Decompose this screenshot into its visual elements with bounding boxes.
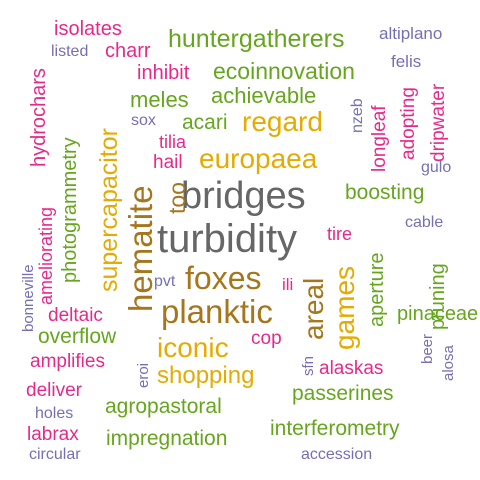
word-turbidity: turbidity xyxy=(157,217,297,261)
word-impregnation: impregnation xyxy=(106,427,227,450)
word-acari: acari xyxy=(182,111,228,134)
word-felis: felis xyxy=(391,52,421,71)
word-games: games xyxy=(329,266,360,350)
word-alosa: alosa xyxy=(440,344,457,381)
word-planktic: planktic xyxy=(161,293,273,330)
word-pinaceae: pinaceae xyxy=(397,303,478,325)
word-inhibit: inhibit xyxy=(137,62,190,84)
word-photogrammetry: photogrammetry xyxy=(59,137,81,283)
word-aperture: aperture xyxy=(366,253,388,328)
word-eroi: eroi xyxy=(135,363,152,388)
word-foxes: foxes xyxy=(185,260,261,296)
word-europaea: europaea xyxy=(199,143,318,174)
word-altiplano: altiplano xyxy=(379,24,442,43)
word-nzeb: nzeb xyxy=(349,98,366,133)
word-alaskas: alaskas xyxy=(319,358,383,379)
word-accession: accession xyxy=(301,446,372,463)
word-pruning: pruning xyxy=(427,263,449,330)
word-boosting: boosting xyxy=(345,181,424,204)
word-bonneville: bonneville xyxy=(20,264,37,332)
word-overflow: overflow xyxy=(38,325,117,348)
word-beer: beer xyxy=(419,334,436,364)
word-dripwater: dripwater xyxy=(428,83,449,162)
word-sfn: sfn xyxy=(300,356,317,376)
word-too: too xyxy=(164,182,190,214)
word-deliver: deliver xyxy=(26,380,83,401)
word-meles: meles xyxy=(130,87,189,112)
word-tire: tire xyxy=(327,224,352,244)
word-labrax: labrax xyxy=(27,424,79,445)
word-hail: hail xyxy=(153,152,183,173)
word-holes: holes xyxy=(35,405,73,422)
word-supercapacitor: supercapacitor xyxy=(95,128,123,292)
word-cable: cable xyxy=(405,214,443,231)
word-amplifies: amplifies xyxy=(30,351,105,372)
word-deltaic: deltaic xyxy=(48,305,103,326)
word-pvt: pvt xyxy=(154,273,176,290)
word-sox: sox xyxy=(131,112,156,129)
word-cop: cop xyxy=(251,328,282,349)
word-huntergatherers: huntergatherers xyxy=(168,25,345,53)
word-adopting: adopting xyxy=(398,87,419,160)
word-tilia: tilia xyxy=(159,132,187,152)
word-iconic: iconic xyxy=(157,332,229,363)
word-ameliorating: ameliorating xyxy=(36,207,56,305)
word-areal: areal xyxy=(298,278,329,340)
word-charr: charr xyxy=(105,40,151,62)
word-ecoinnovation: ecoinnovation xyxy=(213,58,355,84)
word-shopping: shopping xyxy=(157,362,254,389)
word-achievable: achievable xyxy=(211,83,316,108)
word-interferometry: interferometry xyxy=(270,417,400,440)
word-hydrochars: hydrochars xyxy=(28,68,50,167)
word-ili: ili xyxy=(282,275,293,294)
word-regard: regard xyxy=(242,106,323,137)
word-gulo: gulo xyxy=(421,159,451,176)
word-listed: listed xyxy=(51,43,88,60)
word-bridges: bridges xyxy=(181,175,306,217)
word-agropastoral: agropastoral xyxy=(105,395,222,418)
word-isolates: isolates xyxy=(54,18,122,40)
word-circular: circular xyxy=(29,446,81,463)
word-longleaf: longleaf xyxy=(369,105,390,172)
word-hematite: hematite xyxy=(122,185,159,312)
word-passerines: passerines xyxy=(292,382,394,405)
